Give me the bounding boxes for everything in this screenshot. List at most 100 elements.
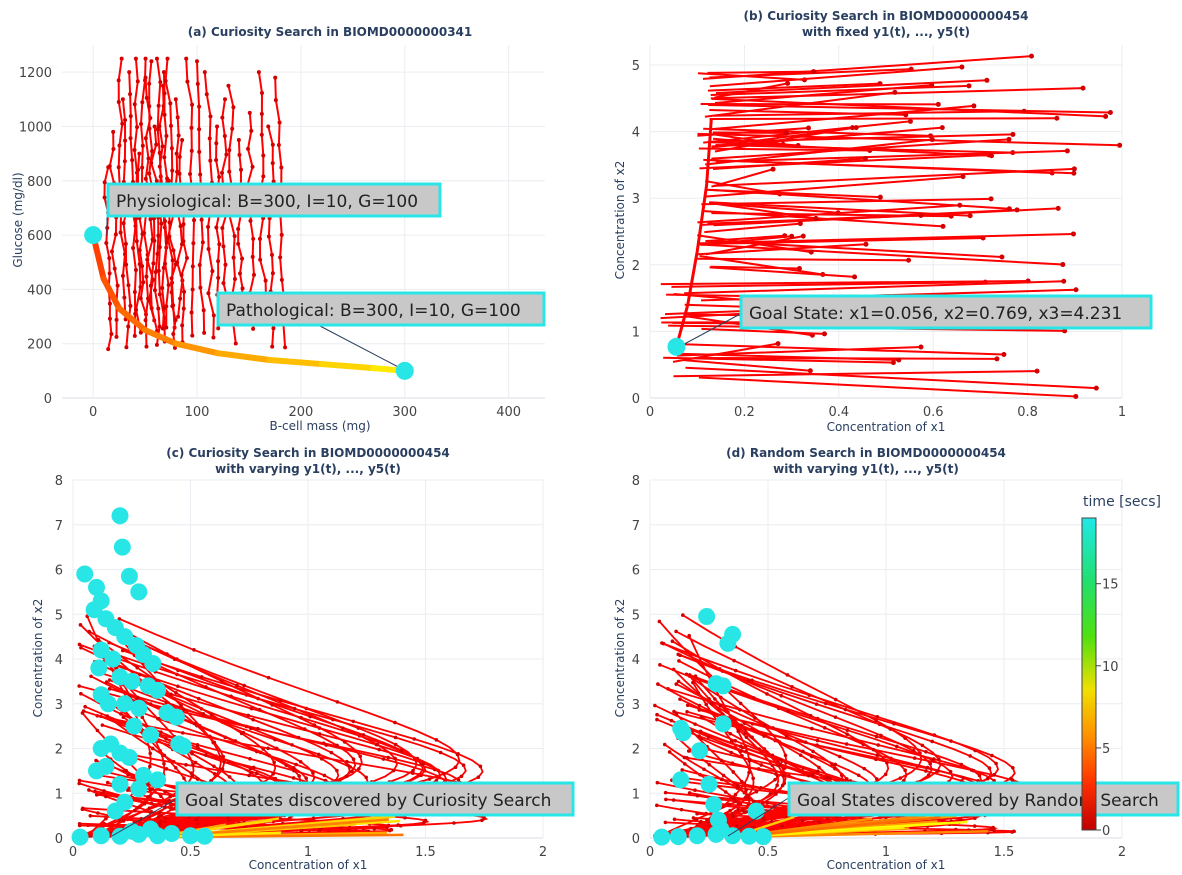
annotation-random-text: Goal States discovered by Random Search <box>797 791 1159 811</box>
goal-state-marker <box>691 742 709 760</box>
trajectory-point <box>162 155 167 160</box>
trajectory-point <box>158 80 163 85</box>
trajectory-point <box>132 289 137 294</box>
trajectory-point <box>759 763 764 767</box>
trajectory-point <box>200 240 205 245</box>
trajectory-point <box>144 344 149 349</box>
trajectory-point <box>721 773 726 778</box>
trajectory <box>711 168 774 188</box>
trajectory-point <box>223 262 228 267</box>
trajectory-point <box>132 147 137 152</box>
trajectory-point <box>202 330 207 335</box>
trajectory-end <box>918 344 924 350</box>
trajectory-point <box>783 753 788 758</box>
trajectory-point <box>256 726 260 731</box>
trajectory <box>710 265 800 270</box>
trajectory-point <box>214 225 219 230</box>
trajectory-point <box>157 292 162 297</box>
trajectory-end <box>918 213 924 219</box>
annotation-goal-state: Goal State: x1=0.056, x2=0.769, x3=4.231 <box>739 294 1153 330</box>
trajectory-point <box>671 798 676 802</box>
trajectory-point <box>959 762 964 767</box>
trajectory-point <box>156 306 161 311</box>
trajectory-point <box>220 115 225 120</box>
x-tick-label: 0 <box>69 845 77 860</box>
trajectory-point <box>189 310 194 315</box>
trajectory-point <box>223 97 228 102</box>
trajectory-point <box>199 675 204 679</box>
trajectory-point <box>132 333 137 338</box>
trajectory <box>711 138 1010 160</box>
trajectory-point <box>279 277 284 282</box>
trajectory-point <box>251 326 256 331</box>
y-tick-label: 8 <box>55 474 63 489</box>
trajectory-point <box>120 97 125 102</box>
trajectory-point <box>663 820 668 825</box>
trajectory-point <box>100 723 105 727</box>
trajectory-point <box>89 674 93 679</box>
trajectory-point <box>270 161 275 166</box>
trajectory-point <box>235 683 239 688</box>
trajectory-point <box>201 712 206 716</box>
trajectory-point <box>698 729 703 734</box>
goal-state-marker <box>724 827 742 845</box>
trajectory-point <box>148 764 152 769</box>
trajectory-point <box>311 816 316 821</box>
trajectory-point <box>786 709 790 713</box>
trajectory-point <box>149 306 154 311</box>
trajectory <box>708 104 1111 114</box>
trajectory-point <box>856 773 861 778</box>
trajectory <box>697 204 960 224</box>
y-tick-label: 5 <box>632 608 640 623</box>
trajectory <box>697 243 867 256</box>
y-tick-label: 7 <box>632 519 640 534</box>
trajectory-point <box>128 136 133 141</box>
trajectory-point <box>270 703 274 707</box>
trajectory-point <box>239 167 244 172</box>
trajectory-point <box>150 149 155 154</box>
main-trajectory-segment <box>214 350 273 363</box>
trajectory-point <box>706 735 711 739</box>
trajectory-end <box>821 331 827 337</box>
trajectory-point <box>261 174 266 179</box>
trajectory-point <box>162 112 167 117</box>
trajectory-point <box>291 776 296 780</box>
trajectory-point <box>173 318 178 323</box>
trajectory-end <box>877 194 883 200</box>
trajectory-point <box>216 259 221 264</box>
trajectory-point <box>948 769 953 774</box>
trajectory-point <box>154 342 159 347</box>
trajectory-point <box>114 317 119 322</box>
trajectory-point <box>164 736 168 741</box>
trajectory-point <box>162 753 167 758</box>
goal-state-marker <box>130 780 148 798</box>
trajectory-end <box>1006 206 1012 212</box>
trajectory-point <box>174 691 178 695</box>
trajectory-point <box>266 675 271 680</box>
trajectory-point <box>304 776 308 780</box>
colorbar-tick-label: 10 <box>1102 660 1119 675</box>
trajectory-end <box>971 103 977 109</box>
y-tick-label: 1 <box>55 787 63 802</box>
trajectory-point <box>176 133 181 138</box>
trajectory-point <box>137 151 142 156</box>
trajectory-point <box>164 767 169 771</box>
trajectory-point <box>145 795 150 799</box>
trajectory-point <box>862 766 867 771</box>
trajectory-point <box>731 815 736 819</box>
trajectory-point <box>177 154 182 159</box>
trajectory-point <box>774 792 778 796</box>
panel-d-goal-states <box>653 607 772 846</box>
trajectory-point <box>335 743 339 748</box>
trajectory-point <box>888 727 893 731</box>
goal-state-marker <box>714 715 732 733</box>
goal-state-marker <box>163 825 181 843</box>
trajectory-point <box>815 738 820 743</box>
trajectory-point <box>753 716 757 720</box>
trajectory-point <box>168 794 172 799</box>
trajectory-point <box>393 742 398 747</box>
trajectory-point <box>751 799 756 804</box>
trajectory-point <box>121 221 126 226</box>
trajectory-point <box>875 714 880 719</box>
trajectory-end <box>890 360 896 366</box>
